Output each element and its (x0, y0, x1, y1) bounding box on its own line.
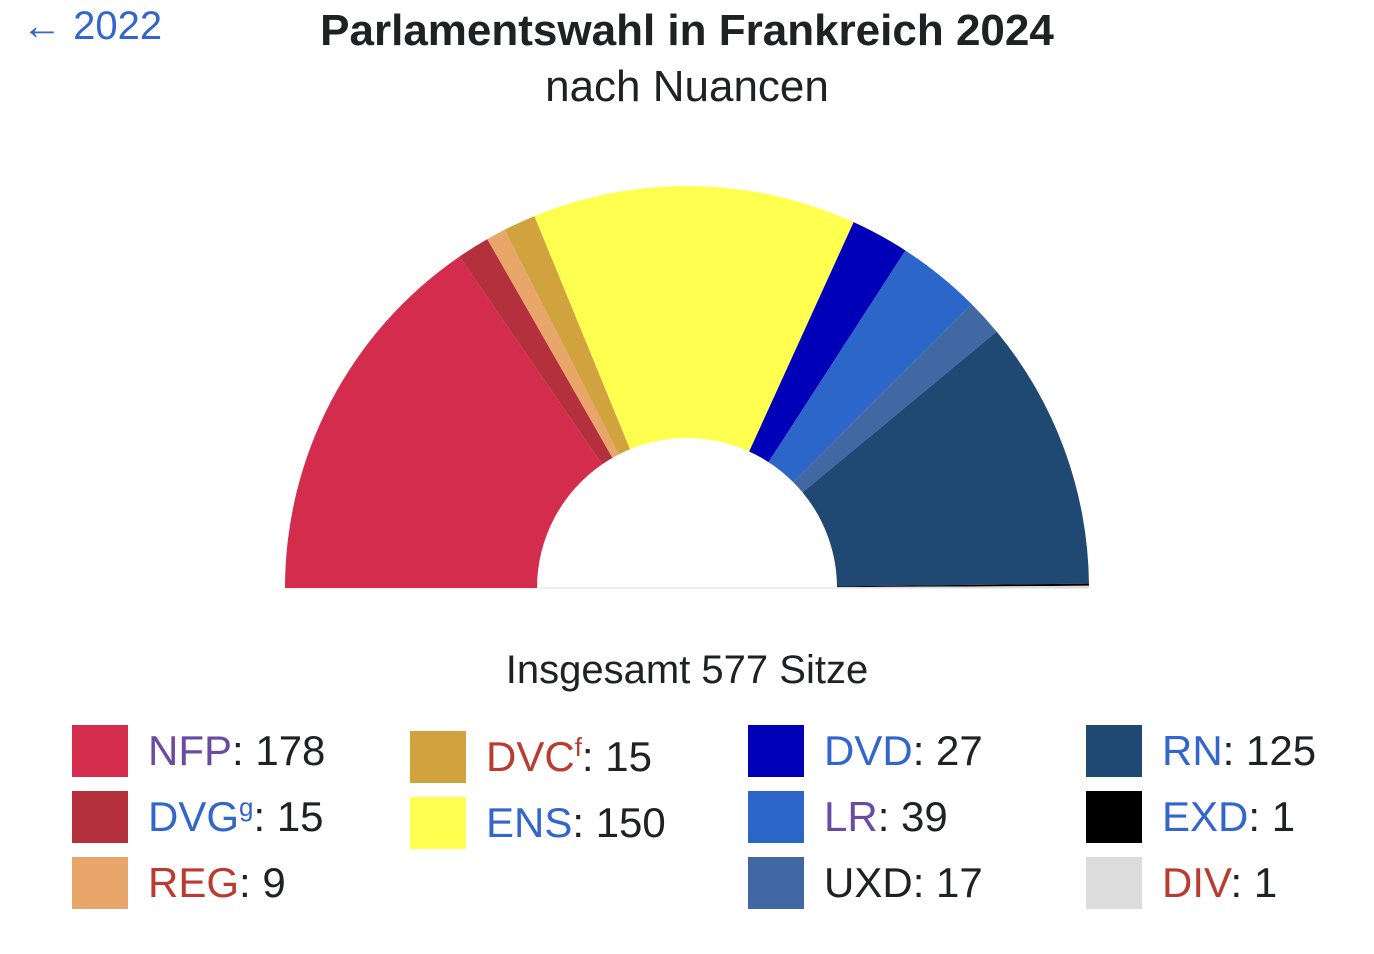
legend-text-dvd: DVD: 27 (824, 727, 983, 775)
chart-subtitle: nach Nuancen (545, 62, 829, 111)
legend-party-link-div[interactable]: DIV (1162, 859, 1230, 906)
legend-seat-count: 17 (936, 859, 983, 906)
legend-party-label: DIV (1162, 859, 1231, 906)
legend-swatch-exd (1086, 791, 1142, 843)
legend-party-link-dvd[interactable]: DVD (824, 727, 913, 774)
legend-party-label: DVC (486, 733, 575, 780)
legend-party-label: EXD (1162, 793, 1249, 840)
legend-item-exd: EXD: 1 (1086, 789, 1295, 845)
legend-item-div: DIV: 1 (1086, 855, 1277, 911)
legend-separator: : (1222, 727, 1247, 774)
legend-separator: : (912, 859, 937, 906)
legend-party-link-rn[interactable]: RN (1162, 727, 1223, 774)
legend-separator: : (912, 727, 937, 774)
legend-swatch-rn (1086, 725, 1142, 777)
legend-seat-count: 39 (901, 793, 948, 840)
legend-party-label: LR (824, 793, 878, 840)
legend-party-label: DVG (148, 793, 240, 840)
legend-party-link-exd[interactable]: EXD (1162, 793, 1248, 840)
hemicycle-wedges (285, 186, 1089, 588)
legend-separator: : (877, 793, 902, 840)
legend-text-div: DIV: 1 (1162, 859, 1277, 907)
legend-item-nfp: NFP: 178 (72, 723, 325, 779)
legend-swatch-dvg (72, 791, 128, 843)
legend-separator: : (232, 727, 256, 774)
legend-party-link-uxd[interactable]: UXD (824, 859, 913, 906)
legend-party-link-lr[interactable]: LR (824, 793, 878, 840)
wedge-ens (534, 186, 854, 452)
legend-separator: : (1248, 793, 1272, 840)
legend-swatch-uxd (748, 857, 804, 909)
wedge-exd (836, 583, 1089, 588)
wedge-nfp (285, 256, 603, 588)
legend-party-link-reg[interactable]: REG (148, 859, 239, 906)
legend-seat-count: 27 (936, 727, 983, 774)
legend-seat-count: 15 (605, 733, 652, 780)
legend-swatch-ens (410, 797, 466, 849)
total-seats-label: Insgesamt 577 Sitze (505, 648, 869, 692)
legend-item-dvg: DVGg: 15 (72, 789, 324, 845)
legend-text-dvc: DVCf: 15 (486, 733, 652, 781)
hemicycle-chart (285, 186, 1089, 589)
legend-seat-count: 150 (595, 799, 666, 846)
legend-party-label: NFP (148, 727, 232, 774)
legend-item-uxd: UXD: 17 (748, 855, 983, 911)
legend-text-exd: EXD: 1 (1162, 793, 1295, 841)
wedge-dvd (749, 222, 906, 463)
legend-swatch-reg (72, 857, 128, 909)
legend-separator: : (253, 793, 277, 840)
legend-party-label: REG (148, 859, 240, 906)
legend-item-rn: RN: 125 (1086, 723, 1316, 779)
wedge-lr (768, 250, 972, 483)
legend-item-lr: LR: 39 (748, 789, 948, 845)
legend-seat-count: 9 (262, 859, 286, 906)
legend-footnote-marker[interactable]: f (574, 732, 582, 762)
legend-swatch-lr (748, 791, 804, 843)
legend-text-rn: RN: 125 (1162, 727, 1316, 775)
legend-text-dvg: DVGg: 15 (148, 793, 324, 841)
legend-party-link-dvc[interactable]: DVCf (486, 733, 582, 780)
legend-party-label: RN (1162, 727, 1223, 774)
legend-separator: : (572, 799, 596, 846)
wedge-div (836, 585, 1089, 588)
legend-text-lr: LR: 39 (824, 793, 948, 841)
chart-title: Parlamentswahl in Frankreich 2024 (320, 6, 1054, 55)
legend-party-link-dvg[interactable]: DVGg (148, 793, 253, 840)
wedge-dvc (504, 216, 631, 455)
legend-separator: : (239, 859, 263, 906)
legend-swatch-dvc (410, 731, 466, 783)
back-link-2022[interactable]: ← 2022 (22, 4, 163, 48)
legend-item-reg: REG: 9 (72, 855, 286, 911)
legend-seat-count: 178 (255, 727, 326, 774)
legend-text-ens: ENS: 150 (486, 799, 666, 847)
legend-seat-count: 1 (1271, 793, 1296, 840)
wedge-reg (487, 229, 619, 458)
legend-swatch-div (1086, 857, 1142, 909)
legend-seat-count: 15 (276, 793, 324, 840)
legend-text-reg: REG: 9 (148, 859, 286, 907)
legend-item-dvc: DVCf: 15 (410, 729, 652, 785)
legend-seat-count: 1 (1253, 859, 1278, 906)
legend-party-label: DVD (824, 727, 913, 774)
legend-party-link-ens[interactable]: ENS (486, 799, 572, 846)
legend-text-uxd: UXD: 17 (824, 859, 983, 907)
legend-swatch-nfp (72, 725, 128, 777)
legend-party-label: ENS (486, 799, 573, 846)
wedge-uxd (793, 304, 997, 493)
legend-party-label: UXD (824, 859, 913, 906)
legend-item-ens: ENS: 150 (410, 795, 666, 851)
legend-text-nfp: NFP: 178 (148, 727, 325, 775)
wedge-rn (802, 331, 1089, 587)
wedge-dvg (459, 239, 613, 465)
legend-footnote-marker[interactable]: g (239, 792, 254, 822)
legend-item-dvd: DVD: 27 (748, 723, 983, 779)
legend-separator: : (581, 733, 606, 780)
legend-seat-count: 125 (1246, 727, 1317, 774)
legend-party-link-nfp[interactable]: NFP (148, 727, 232, 774)
legend-swatch-dvd (748, 725, 804, 777)
legend-separator: : (1230, 859, 1254, 906)
